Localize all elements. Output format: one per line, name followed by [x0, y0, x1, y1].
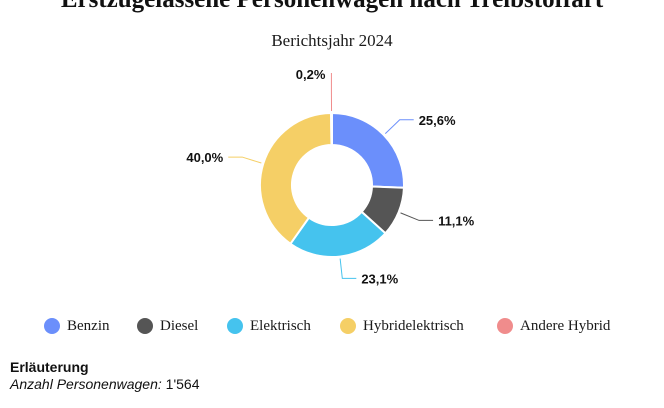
legend-label: Hybridelektrisch	[363, 317, 464, 334]
legend-swatch	[340, 318, 356, 334]
note-label: Anzahl Personenwagen:	[10, 376, 162, 392]
legend-item: Benzin	[44, 316, 110, 336]
data-label: 25,6%	[419, 113, 456, 128]
data-label: 11,1%	[438, 213, 475, 228]
leader-line	[400, 212, 434, 221]
note-line: Anzahl Personenwagen: 1'564	[10, 376, 200, 392]
data-label: 0,2%	[296, 67, 326, 82]
legend-label: Diesel	[160, 317, 199, 334]
slice-andere-hybrid	[330, 111, 333, 147]
chart-title: Erstzugelassene Personenwagen nach Treib…	[0, 0, 664, 14]
legend-item: Diesel	[137, 316, 198, 336]
leader-line	[384, 119, 414, 135]
data-label: 23,1%	[361, 271, 398, 286]
legend-label: Andere Hybrid	[520, 317, 611, 334]
legend-swatch	[497, 318, 513, 334]
chart-legend: Benzin Diesel Elektrisch Hybridelektrisch An…	[0, 316, 664, 338]
chart-subtitle: Berichtsjahr 2024	[271, 31, 393, 50]
slice-hybridelektrisch	[259, 111, 333, 246]
leader-line	[228, 156, 262, 164]
legend-label: Benzin	[67, 317, 110, 334]
legend-label: Elektrisch	[250, 317, 311, 334]
legend-swatch	[137, 318, 153, 334]
leader-line	[339, 258, 357, 279]
slice-benzin	[331, 111, 405, 189]
legend-swatch	[227, 318, 243, 334]
legend-item: Andere Hybrid	[497, 316, 610, 336]
legend-item: Elektrisch	[227, 316, 311, 336]
donut-chart: 25,6% 11,1% 23,1% 40,0% 0,2%	[186, 67, 475, 286]
legend-swatch	[44, 318, 60, 334]
note-heading: Erläuterung	[10, 359, 89, 375]
legend-item: Hybridelektrisch	[340, 316, 464, 336]
note-value: 1'564	[165, 376, 200, 392]
data-label: 40,0%	[186, 150, 223, 165]
